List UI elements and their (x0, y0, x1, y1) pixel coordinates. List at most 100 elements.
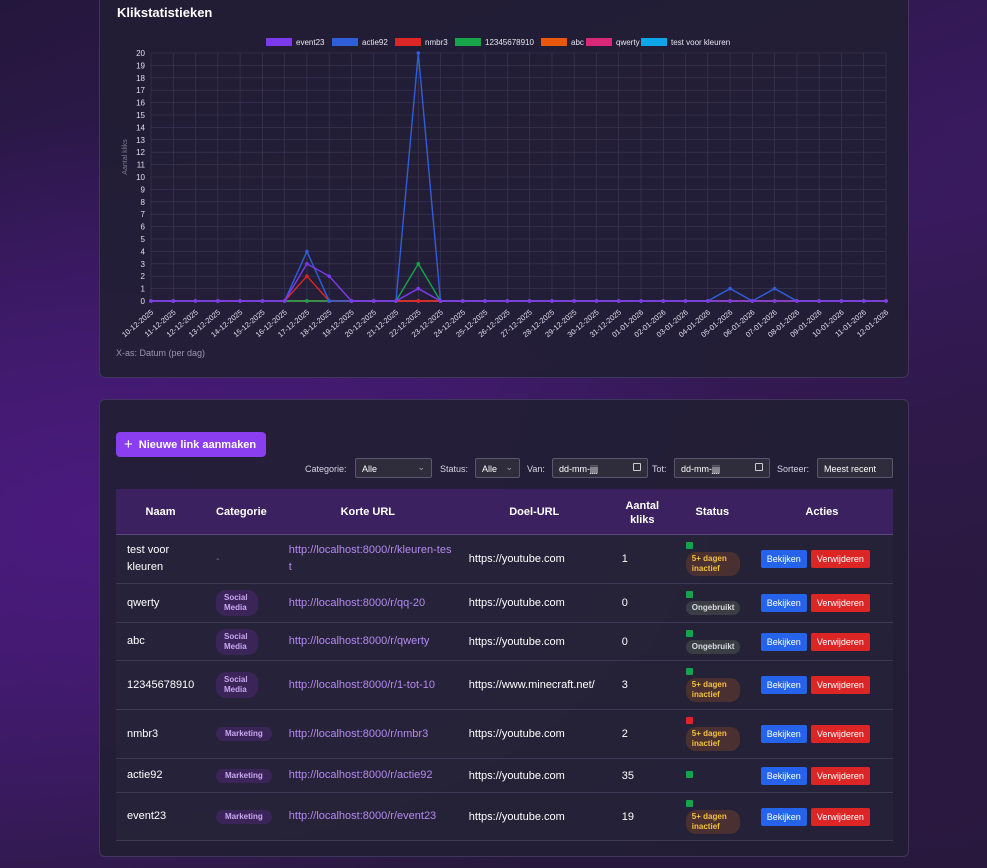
target-url: https://youtube.com (468, 597, 565, 609)
table-row: abc Social Media http://localhost:8000/r… (116, 622, 893, 661)
link-name: nmbr3 (127, 727, 159, 740)
links-table: Naam Categorie Korte URL Doel-URL Aantal… (116, 489, 893, 841)
short-url-link[interactable]: http://localhost:8000/r/actie92 (288, 769, 433, 781)
category-pill: Social Media (216, 590, 258, 616)
delete-button[interactable]: Verwijderen (810, 676, 870, 694)
y-tick-label: 8 (141, 198, 146, 207)
cell-clicks: 1 (610, 534, 674, 584)
data-point (171, 299, 176, 303)
view-button[interactable]: Bekijken (760, 550, 807, 568)
link-name: test voor kleuren (127, 544, 170, 573)
view-button[interactable]: Bekijken (760, 807, 807, 826)
view-button[interactable]: Bekijken (760, 766, 807, 785)
sort-label: Sorteer: (777, 464, 810, 474)
y-tick-label: 18 (136, 74, 145, 83)
short-url-link[interactable]: http://localhost:8000/r/kleuren-test (288, 544, 452, 573)
cell-target-url: https://youtube.com (457, 792, 611, 841)
target-url: https://youtube.com (468, 810, 565, 823)
table-row: test voor kleuren - http://localhost:800… (116, 534, 893, 584)
chart-card: Klikstatistieken 0 1 2 3 4 5 6 7 8 9 10 11 12 13 14 15 1… (99, 0, 909, 378)
short-url-link[interactable]: http://localhost:8000/r/event23 (288, 810, 437, 822)
legend-swatch (455, 38, 481, 46)
data-point (594, 299, 599, 303)
status-filter-label: Status: (440, 464, 469, 474)
cell-clicks: 0 (610, 583, 674, 623)
view-button[interactable]: Bekijken (760, 676, 807, 694)
new-link-button[interactable]: + Nieuwe link aanmaken (116, 432, 267, 457)
cell-status (673, 758, 751, 793)
category-pill: Marketing (216, 727, 272, 741)
view-button[interactable]: Bekijken (760, 594, 807, 612)
header-category: Categorie (205, 489, 278, 535)
y-tick-label: 2 (141, 272, 146, 281)
short-url-link[interactable]: http://localhost:8000/r/qwerty (288, 635, 430, 647)
delete-button[interactable]: Verwijderen (810, 766, 870, 785)
legend-swatch (586, 38, 612, 46)
cell-category: Marketing (205, 709, 278, 759)
y-tick-label: 12 (136, 148, 145, 157)
y-tick-label: 4 (141, 247, 146, 256)
click-count: 1 (621, 553, 628, 565)
legend-label: abc (571, 38, 584, 47)
category-pill: Social Media (216, 628, 258, 655)
data-point (817, 299, 821, 303)
calendar-icon[interactable] (755, 463, 763, 471)
cell-target-url: https://youtube.com (457, 758, 611, 793)
cell-short-url: http://localhost:8000/r/qq-20 (277, 583, 458, 623)
calendar-icon[interactable] (633, 463, 641, 471)
to-date-input[interactable]: dd-mm-jjjj (674, 458, 770, 478)
delete-button[interactable]: Verwijderen (810, 632, 870, 651)
y-tick-label: 9 (141, 185, 146, 194)
cell-status: 5+ dagen inactief (673, 792, 751, 841)
legend-label: actie92 (362, 38, 388, 47)
link-name: qwerty (127, 596, 160, 609)
from-date-input[interactable]: dd-mm-jjjj (552, 458, 648, 478)
data-point (861, 299, 866, 303)
category-select[interactable]: Alle ⌄ (355, 458, 432, 478)
target-url: https://youtube.com (468, 728, 565, 740)
category-pill: Marketing (216, 768, 272, 783)
view-button[interactable]: Bekijken (760, 725, 807, 743)
data-point (639, 299, 643, 303)
delete-button[interactable]: Verwijderen (810, 725, 870, 743)
short-url-link[interactable]: http://localhost:8000/r/1-tot-10 (288, 678, 435, 691)
from-date-placeholder: dd-mm-jjjj (559, 464, 598, 474)
cell-status: 5+ dagen inactief (673, 660, 751, 710)
series-line (151, 262, 886, 302)
to-date-placeholder: dd-mm-jjjj (681, 464, 720, 474)
link-name: abc (127, 635, 145, 647)
target-url: https://youtube.com (468, 769, 565, 782)
cell-clicks: 3 (610, 660, 674, 710)
table-row: qwerty Social Media http://localhost:800… (116, 583, 893, 623)
data-point (238, 299, 242, 303)
short-url-link[interactable]: http://localhost:8000/r/nmbr3 (288, 727, 429, 740)
sort-select[interactable]: Meest recent (817, 458, 893, 478)
click-count: 0 (621, 635, 628, 648)
delete-button[interactable]: Verwijderen (810, 594, 870, 612)
cell-short-url: http://localhost:8000/r/kleuren-test (277, 534, 458, 584)
data-point (327, 274, 331, 279)
cell-clicks: 2 (610, 709, 674, 759)
click-count: 35 (621, 769, 635, 782)
click-stats-chart: 0123456789101112131415161718192010-12-20… (120, 38, 890, 339)
data-point (416, 51, 421, 55)
delete-button[interactable]: Verwijderen (810, 807, 870, 826)
cell-short-url: http://localhost:8000/r/1-tot-10 (277, 660, 458, 710)
table-row: event23 Marketing http://localhost:8000/… (116, 792, 893, 841)
cell-name: qwerty (116, 583, 205, 623)
data-point (572, 299, 576, 303)
data-point (305, 299, 309, 303)
header-clicks-label: Aantal kliks (625, 499, 660, 526)
view-button[interactable]: Bekijken (760, 632, 807, 651)
legend-label: test voor kleuren (671, 38, 730, 47)
legend-label: qwerty (616, 38, 640, 47)
status-select[interactable]: Alle ⌄ (475, 458, 520, 478)
y-tick-label: 19 (136, 61, 145, 70)
cell-name: nmbr3 (116, 709, 205, 759)
delete-button[interactable]: Verwijderen (810, 550, 870, 568)
data-point (327, 299, 331, 303)
y-tick-label: 11 (137, 161, 146, 170)
short-url-link[interactable]: http://localhost:8000/r/qq-20 (288, 596, 426, 609)
click-count: 3 (621, 679, 628, 691)
cell-category: Marketing (205, 758, 278, 793)
